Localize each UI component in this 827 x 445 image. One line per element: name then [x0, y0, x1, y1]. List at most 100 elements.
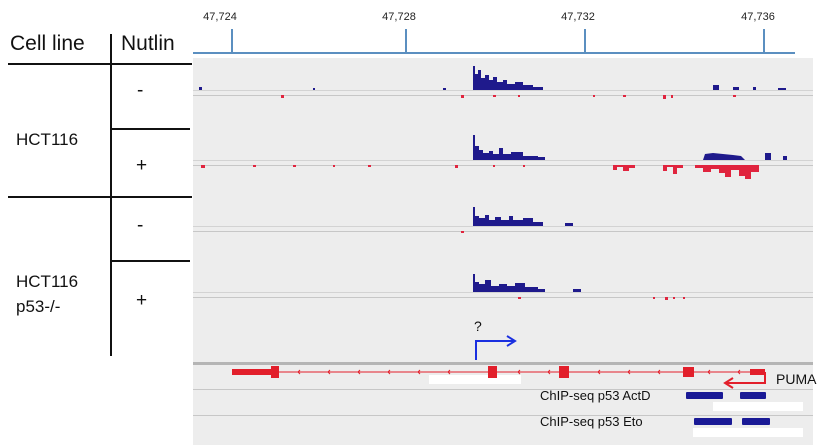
coverage-bump [683, 297, 685, 299]
chip-peak [694, 418, 732, 425]
highlight-region [713, 402, 803, 411]
highlight-region [429, 375, 521, 384]
header-nutlin: Nutlin [121, 32, 175, 55]
coverage-bump [199, 87, 202, 90]
coverage-bump [663, 95, 666, 99]
row-divider-1 [110, 128, 190, 130]
nutlin-sign-row4: + [136, 290, 148, 311]
coverage-bump [673, 297, 675, 299]
group-label-hct116-p53-null: HCT116 p53-/- [16, 272, 79, 316]
coverage-peak [473, 207, 543, 226]
coverage-bump [443, 88, 446, 90]
coverage-peak [473, 135, 545, 160]
gene-label-puma: PUMA [776, 371, 817, 387]
coverage-bump [313, 88, 315, 90]
tss-question-label: ? [474, 318, 482, 334]
track-baseline [193, 292, 813, 293]
header-row-divider [8, 63, 192, 65]
coverage-bump [663, 165, 683, 174]
nutlin-sign-row3: - [137, 215, 144, 236]
coverage-bump [778, 88, 786, 90]
coverage-bump [665, 297, 668, 300]
highlight-region [693, 428, 803, 437]
chip-peak [740, 392, 766, 399]
gene-exon [488, 366, 497, 378]
coverage-bump [593, 95, 595, 97]
chip-seq-peaks [686, 392, 770, 425]
chip-track-label-eto: ChIP-seq p53 Eto [540, 414, 643, 429]
coverage-bump [253, 165, 256, 167]
coverage-bump [713, 85, 719, 90]
row-divider-2 [110, 260, 190, 262]
coverage-bump [573, 289, 581, 292]
header-cell-line: Cell line [10, 32, 85, 55]
tss-arrow [475, 335, 517, 360]
coverage-bump [623, 95, 626, 97]
nutlin-sign-row1: - [137, 80, 144, 101]
coverage-bump [518, 95, 520, 97]
coverage-bump [753, 87, 756, 90]
coverage-bump [671, 95, 673, 98]
coverage-bump [703, 153, 745, 160]
gene-exon [559, 366, 569, 378]
coverage-bump [733, 87, 739, 90]
track-baseline [193, 160, 813, 161]
coverage-bump [783, 156, 787, 160]
coverage-bump [653, 297, 655, 299]
coverage-bump [281, 95, 284, 98]
coverage-bump [733, 95, 736, 97]
table-column-divider [110, 34, 112, 356]
ruler-tick-label: 47,728 [382, 11, 416, 23]
nutlin-sign-row2: + [136, 155, 148, 176]
coverage-signal [199, 66, 787, 360]
ruler-tick-label: 47,724 [203, 11, 237, 23]
coverage-bump [455, 165, 458, 168]
track-separator [193, 95, 813, 96]
coverage-bump [523, 165, 525, 167]
chip-peak [742, 418, 770, 425]
coverage-bump [461, 231, 464, 233]
intron-strand-marks [297, 369, 741, 375]
gene-utr [232, 369, 272, 375]
track-baseline [193, 226, 813, 227]
coverage-bump [565, 223, 573, 226]
coverage-track-panel [193, 58, 813, 362]
coverage-bump [461, 95, 464, 98]
gene-direction-arrowhead [723, 377, 734, 389]
coverage-bump [368, 165, 371, 167]
puma-gene-structure [232, 366, 766, 389]
plus-strand-coverage [199, 66, 787, 292]
coverage-bump [613, 165, 635, 171]
track-separator [193, 297, 813, 298]
track-separator [193, 165, 813, 166]
annotation-panel [193, 362, 813, 445]
chip-peak [686, 392, 723, 399]
coverage-peak [473, 274, 545, 292]
coverage-bump [333, 165, 335, 167]
coverage-bump [201, 165, 205, 168]
chip-track-label-actd: ChIP-seq p53 ActD [540, 388, 651, 403]
gene-exon [271, 366, 279, 378]
gene-utr [750, 369, 765, 375]
coverage-bump [493, 165, 495, 167]
coverage-bump [293, 165, 296, 167]
coverage-bump [765, 153, 771, 160]
gene-model [232, 366, 770, 425]
group-divider [8, 196, 192, 198]
group-label-hct116: HCT116 [16, 130, 79, 149]
track-baseline [193, 90, 813, 91]
panel-divider [193, 362, 813, 365]
coverage-bump [695, 165, 759, 179]
coverage-bump [518, 297, 521, 299]
minus-strand-coverage [201, 95, 759, 300]
track-separator [193, 415, 813, 416]
gene-direction-arrow [727, 372, 766, 384]
ruler-tick-label: 47,736 [741, 11, 775, 23]
track-separator [193, 231, 813, 232]
coverage-bump [493, 95, 496, 97]
coverage-peak [473, 66, 543, 90]
track-separator [193, 389, 813, 390]
gene-exon [683, 367, 694, 377]
ruler-tick-label: 47,732 [561, 11, 595, 23]
genome-ruler [193, 29, 795, 54]
